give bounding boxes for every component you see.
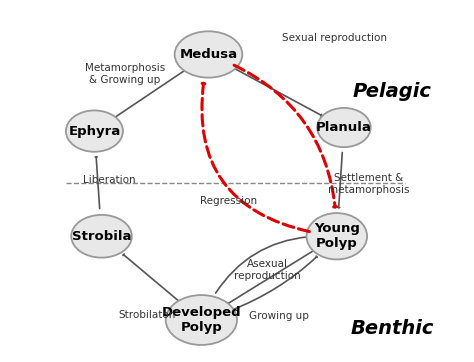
Text: Medusa: Medusa (180, 48, 237, 61)
Ellipse shape (174, 31, 242, 77)
Text: Pelagic: Pelagic (353, 83, 431, 101)
Ellipse shape (166, 295, 237, 345)
Text: Settlement &
metamorphosis: Settlement & metamorphosis (328, 173, 410, 195)
Text: Asexual
reproduction: Asexual reproduction (234, 259, 301, 281)
Text: Young
Polyp: Young Polyp (314, 222, 360, 250)
Ellipse shape (317, 108, 371, 147)
Text: Strobilaton: Strobilaton (118, 310, 176, 320)
Text: Liberation: Liberation (83, 175, 136, 185)
Text: Sexual reproduction: Sexual reproduction (282, 33, 387, 43)
Text: Benthic: Benthic (350, 319, 434, 338)
Ellipse shape (307, 213, 367, 260)
Text: Regression: Regression (200, 195, 256, 206)
Text: Metamorphosis
& Growing up: Metamorphosis & Growing up (84, 63, 165, 85)
Ellipse shape (71, 215, 132, 258)
Text: Ephyra: Ephyra (68, 125, 120, 138)
Text: Strobila: Strobila (72, 230, 131, 243)
Ellipse shape (66, 110, 123, 152)
Text: Growing up: Growing up (249, 311, 309, 321)
Text: Developed
Polyp: Developed Polyp (162, 306, 241, 334)
Text: Planula: Planula (316, 121, 372, 134)
